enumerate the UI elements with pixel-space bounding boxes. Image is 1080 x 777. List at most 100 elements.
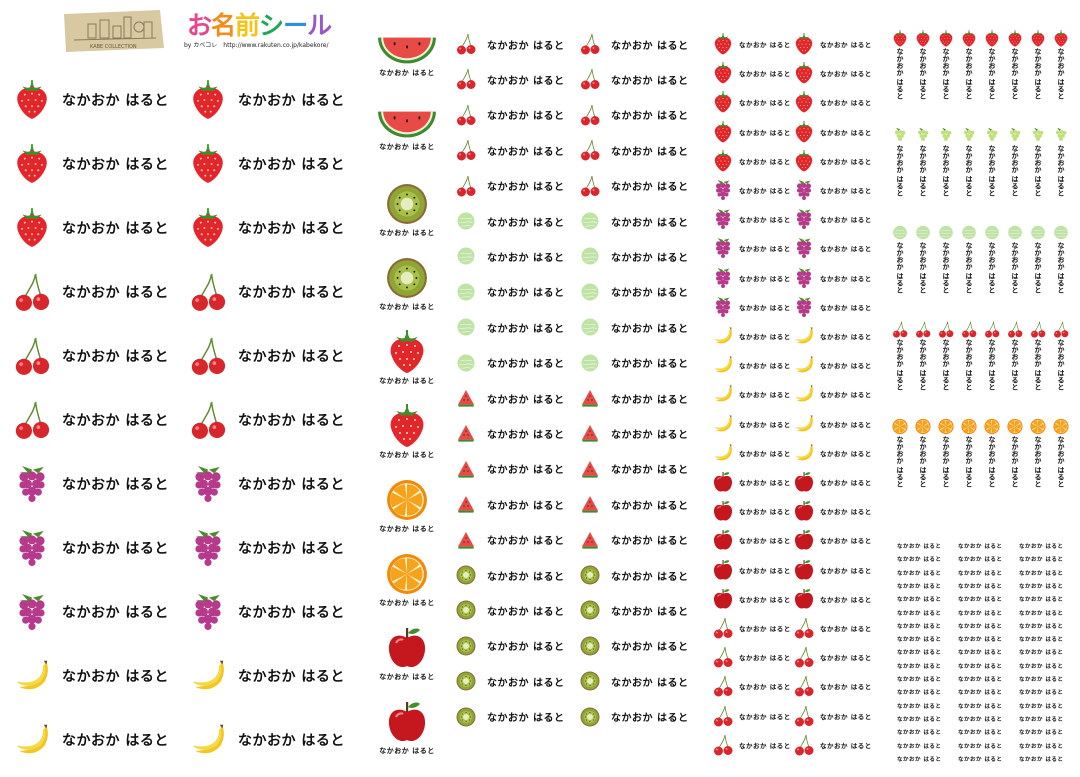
label-name-text: なかおか はると: [62, 221, 169, 237]
label-name-text: なかおか はると: [897, 677, 942, 683]
label-name-text: なかおか はると: [739, 157, 791, 166]
cherry-icon: [14, 399, 50, 441]
name-label: なかおか はると: [580, 68, 688, 90]
orange-icon: [892, 418, 908, 435]
label-name-text: なかおか はると: [379, 525, 435, 533]
vertical-name-label: なかおか はると: [1051, 418, 1071, 487]
name-label: なかおか はると: [456, 599, 564, 621]
label-name-text: なかおか はると: [897, 570, 942, 577]
name-label: なかおか はると: [372, 182, 442, 238]
label-name-text: なかおか はると: [958, 557, 1003, 564]
mini-name-label: なかおか はると: [958, 755, 1002, 763]
label-name-text: なかおか はると: [988, 436, 996, 488]
mini-name-label: なかおか はると: [897, 609, 941, 617]
vertical-name-label: なかおか はると: [1028, 127, 1048, 196]
name-label: なかおか はると: [713, 588, 791, 610]
label-name-text: なかおか はると: [1011, 436, 1019, 488]
cherry-icon: [713, 734, 733, 756]
grape-icon: [190, 463, 226, 505]
apple-icon: [713, 559, 733, 581]
label-name-text: なかおか はると: [1019, 557, 1064, 564]
apple-icon: [794, 471, 814, 493]
name-label: なかおか はると: [794, 267, 872, 289]
label-name-text: なかおか はると: [62, 669, 169, 685]
melon-icon: [456, 316, 476, 338]
apple-icon: [713, 500, 733, 522]
name-label: なかおか はると: [794, 646, 872, 668]
banana-icon: [190, 719, 226, 761]
label-name-text: なかおか はると: [919, 242, 927, 294]
label-name-text: なかおか はると: [62, 605, 169, 621]
apple-icon: [794, 529, 814, 551]
label-name-text: なかおか はると: [820, 274, 872, 283]
vertical-name-label: なかおか はると: [890, 321, 910, 390]
cherry-icon: [456, 33, 476, 55]
name-label: なかおか はると: [14, 79, 169, 121]
cherry-icon: [984, 321, 1000, 338]
grape-icon: [794, 267, 814, 289]
banana-icon: [794, 383, 814, 405]
label-name-text: なかおか はると: [238, 669, 345, 685]
grape-icon: [794, 237, 814, 259]
label-name-text: なかおか はると: [739, 566, 791, 575]
mini-name-label: なかおか はると: [897, 555, 941, 563]
strawberry-icon: [14, 207, 50, 249]
name-label: なかおか はると: [190, 207, 345, 249]
mini-name-label: なかおか はると: [958, 609, 1002, 617]
melon-icon: [580, 245, 600, 267]
label-name-text: なかおか はると: [897, 650, 942, 657]
melon-icon: [1053, 224, 1069, 241]
vertical-name-label: なかおか はると: [913, 30, 933, 99]
cherry-icon: [580, 139, 600, 161]
strawberry-icon: [1053, 30, 1069, 47]
label-name-text: なかおか はると: [897, 557, 942, 564]
label-name-text: なかおか はると: [487, 536, 565, 548]
name-label: なかおか はると: [456, 458, 564, 480]
name-label: なかおか はると: [580, 458, 688, 480]
grape-icon: [794, 208, 814, 230]
vertical-name-label: なかおか はると: [913, 127, 933, 196]
label-name-text: なかおか はると: [238, 477, 345, 493]
label-name-text: なかおか はると: [62, 157, 169, 173]
label-name-text: なかおか はると: [820, 449, 872, 458]
mini-name-label: なかおか はると: [1019, 728, 1063, 736]
melon-icon: [580, 210, 600, 232]
label-name-text: なかおか はると: [896, 242, 904, 294]
grape-icon: [14, 591, 50, 633]
strawberry-icon: [386, 330, 428, 374]
name-label: なかおか はると: [580, 139, 688, 161]
grape-icon: [794, 179, 814, 201]
melon-icon: [456, 210, 476, 232]
label-name-text: なかおか はると: [611, 394, 689, 406]
label-name-text: なかおか はると: [1019, 597, 1064, 604]
apple-icon: [713, 588, 733, 610]
mini-name-label: なかおか はると: [1019, 555, 1063, 563]
mini-name-label: なかおか はると: [958, 542, 1002, 550]
melon-icon: [580, 281, 600, 303]
name-label: なかおか はると: [456, 316, 564, 338]
apple-icon: [386, 626, 428, 670]
label-name-text: なかおか はると: [238, 413, 345, 429]
vertical-name-label: なかおか はると: [959, 127, 979, 196]
vertical-name-label: なかおか はると: [1051, 127, 1071, 196]
cherry-icon: [456, 104, 476, 126]
orange-icon: [984, 418, 1000, 435]
name-label: なかおか はると: [713, 33, 791, 55]
label-name-text: なかおか はると: [897, 544, 942, 550]
name-label: なかおか はると: [580, 635, 688, 657]
label-name-text: なかおか はると: [62, 285, 169, 301]
name-label: なかおか はると: [456, 139, 564, 161]
label-name-text: なかおか はると: [238, 285, 345, 301]
label-name-text: なかおか はると: [379, 377, 435, 385]
orange-icon: [961, 418, 977, 435]
name-label: なかおか はると: [14, 271, 169, 313]
label-name-text: なかおか はると: [487, 146, 565, 158]
banana-icon: [794, 325, 814, 347]
cherry-icon: [580, 175, 600, 197]
label-name-text: なかおか はると: [1034, 48, 1042, 100]
name-label: なかおか はると: [794, 559, 872, 581]
vertical-name-label: なかおか はると: [1051, 321, 1071, 390]
label-name-text: なかおか はると: [62, 349, 169, 365]
name-label: なかおか はると: [580, 706, 688, 728]
label-name-text: なかおか はると: [739, 391, 791, 400]
